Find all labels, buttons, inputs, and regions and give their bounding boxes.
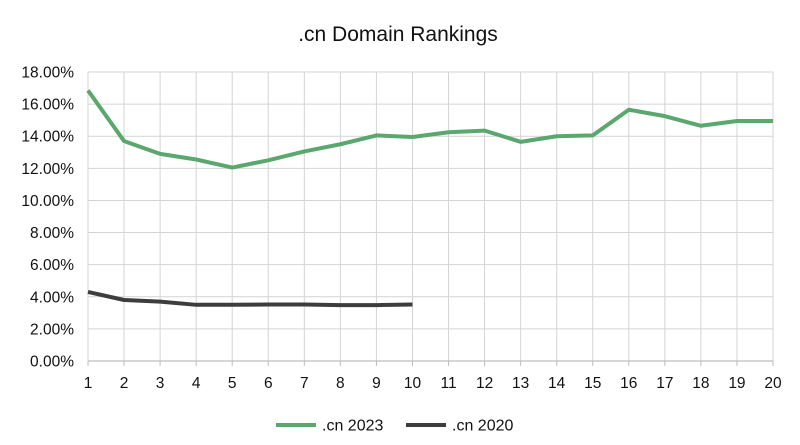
y-tick-label: 4.00%: [30, 289, 74, 306]
y-tick-label: 2.00%: [30, 321, 74, 338]
legend: .cn 2023 .cn 2020: [276, 418, 513, 435]
x-tick-label: 8: [336, 375, 345, 392]
y-tick-label: 16.00%: [21, 97, 74, 114]
axes: 0.00% 2.00% 4.00% 6.00% 8.00% 10.00% 12.00% 14.…: [21, 65, 782, 393]
x-tick-label: 1: [84, 375, 93, 392]
legend-item: .cn 2020: [406, 418, 513, 435]
x-tick-label: 3: [156, 375, 165, 392]
x-tick-label: 19: [728, 375, 745, 392]
x-tick-label: 14: [548, 375, 566, 392]
x-tick-label: 4: [192, 375, 201, 392]
y-tick-label: 10.00%: [21, 193, 74, 210]
x-tick-label: 18: [692, 375, 709, 392]
series-line-0: [86, 89, 773, 170]
x-tick-label: 20: [764, 375, 782, 392]
x-tick-label: 6: [264, 375, 273, 392]
chart-title: .cn Domain Rankings: [298, 23, 498, 46]
legend-label: .cn 2020: [452, 418, 513, 435]
y-tick-label: 18.00%: [21, 65, 74, 82]
x-tick-label: 12: [476, 375, 493, 392]
x-tick-label: 11: [440, 375, 456, 392]
x-tick-label: 10: [404, 375, 422, 392]
x-tick-label: 9: [372, 375, 381, 392]
x-tick-label: 7: [300, 375, 309, 392]
x-tick-label: 5: [228, 375, 237, 392]
x-tick-label: 2: [120, 375, 129, 392]
x-tick-label: 15: [584, 375, 601, 392]
gridlines: [87, 71, 774, 362]
y-tick-label: 6.00%: [30, 257, 74, 274]
y-tick-label: 14.00%: [21, 129, 74, 146]
y-tick-label: 12.00%: [21, 161, 74, 178]
legend-item: .cn 2023: [276, 418, 383, 435]
x-tick-label: 17: [656, 375, 673, 392]
y-tick-label: 0.00%: [30, 354, 74, 371]
x-tick-label: 16: [620, 375, 637, 392]
y-tick-label: 8.00%: [30, 225, 74, 242]
series-line-1: [87, 290, 413, 308]
x-tick-label: 13: [512, 375, 529, 392]
legend-label: .cn 2023: [322, 418, 383, 435]
series: [86, 89, 773, 308]
